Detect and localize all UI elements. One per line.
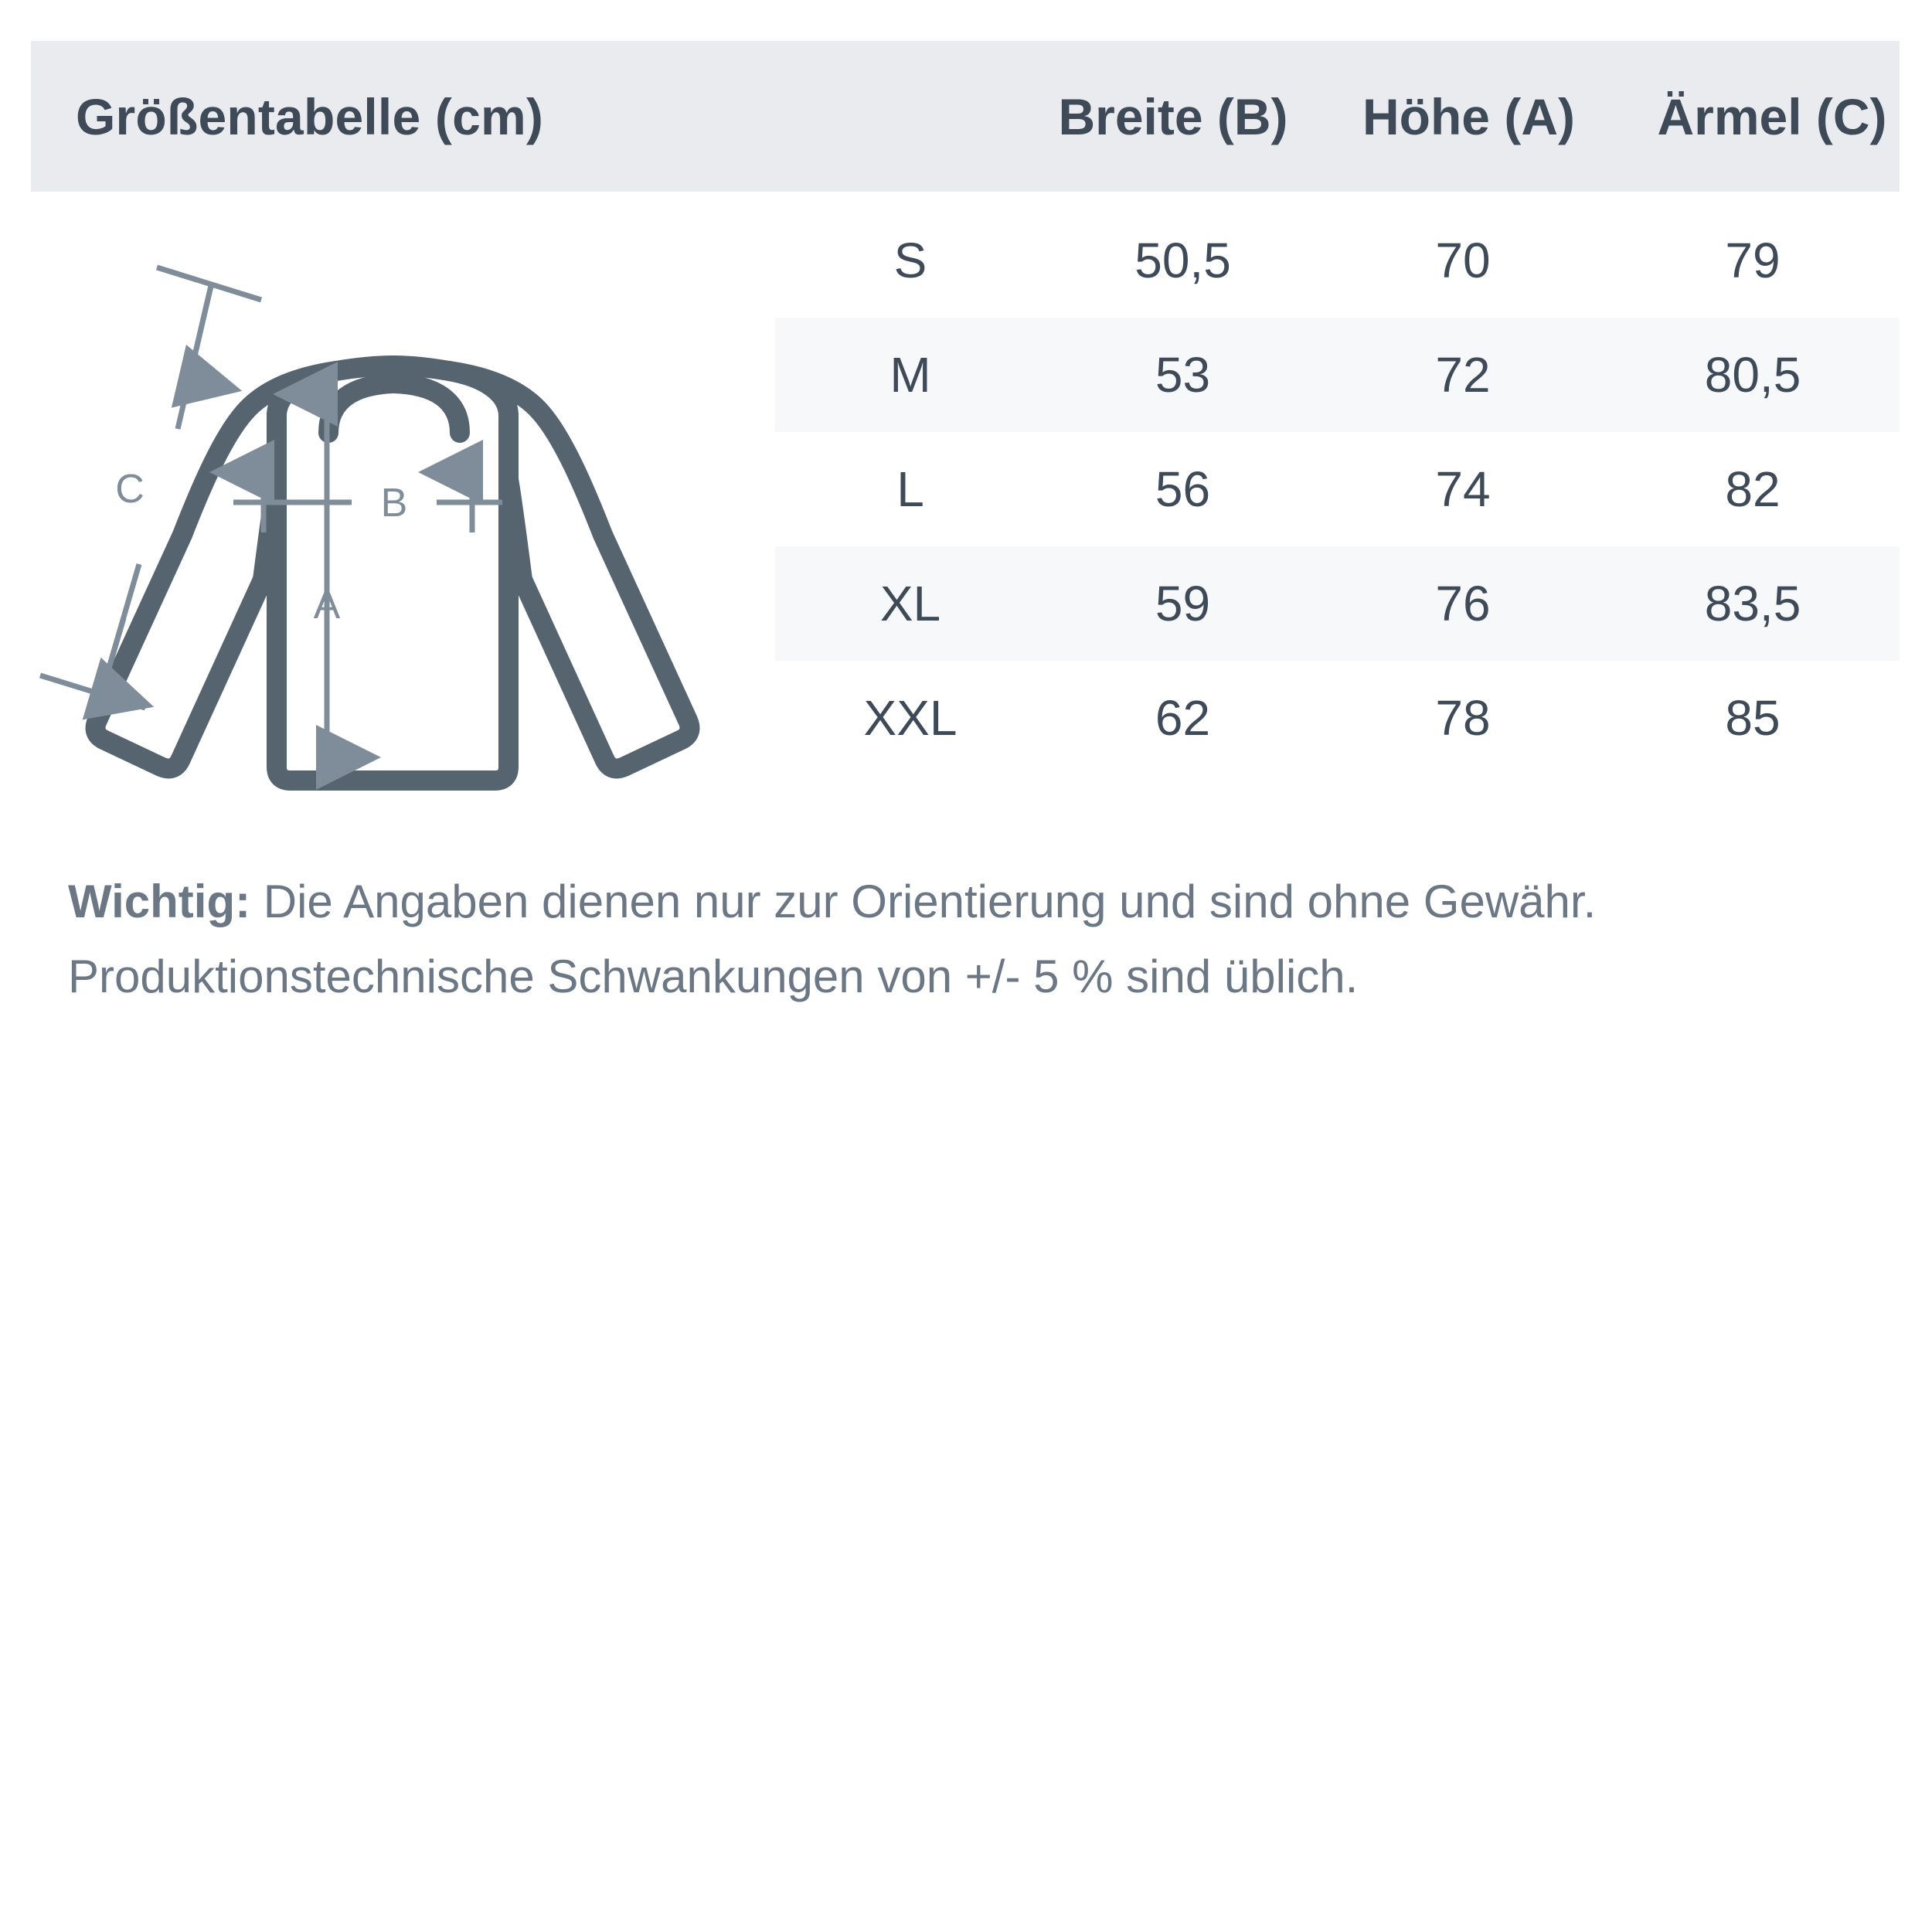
cell-aermel: 85 [1725,690,1781,746]
cell-hoehe: 74 [1435,461,1491,517]
dimension-arrow-c [39,264,263,720]
dimension-label-a-text: A [314,583,341,628]
cell-hoehe: 76 [1435,576,1491,631]
table-row: XXL 62 78 85 [775,661,1900,775]
cell-size: L [896,461,924,517]
cell-size: S [893,233,927,288]
cell-size: XXL [863,690,957,746]
cell-breite: 56 [1155,461,1211,517]
dimension-label-b-text: B [381,481,408,526]
disclaimer-text-1: Die Angaben dienen nur zur Orientierung … [250,876,1597,927]
cell-hoehe: 70 [1435,233,1491,288]
shirt-outline-icon [85,355,700,791]
cell-hoehe: 72 [1435,347,1491,403]
size-table: S 50,5 70 79 M 53 72 80,5 L 56 74 82 XL … [775,203,1900,775]
disclaimer-line-1: Wichtig: Die Angaben dienen nur zur Orie… [68,864,1869,939]
column-header-hoehe: Höhe (A) [1362,87,1575,145]
cell-breite: 62 [1155,690,1211,746]
cell-breite: 53 [1155,347,1211,403]
cell-aermel: 82 [1725,461,1781,517]
disclaimer-lead: Wichtig: [68,876,251,927]
table-row: XL 59 76 83,5 [775,546,1900,661]
page-title: Größentabelle (cm) [76,87,544,145]
cell-aermel: 80,5 [1704,347,1801,403]
cell-hoehe: 78 [1435,690,1491,746]
column-headers: Breite (B) Höhe (A) Ärmel (C) [1022,87,1930,146]
cell-aermel: 79 [1725,233,1781,288]
table-header-bar: Größentabelle (cm) Breite (B) Höhe (A) Ä… [31,41,1900,192]
column-header-aermel: Ärmel (C) [1657,87,1887,145]
column-header-breite: Breite (B) [1058,87,1288,145]
dimension-label-c-text: C [115,467,145,512]
cell-size: XL [879,576,941,631]
dimension-arrow-b [209,440,502,532]
cell-aermel: 83,5 [1704,576,1801,631]
disclaimer-line-2: Produktionstechnische Schwankungen von +… [68,951,1359,1002]
cell-breite: 50,5 [1134,233,1231,288]
disclaimer-note: Wichtig: Die Angaben dienen nur zur Orie… [68,864,1869,1014]
shirt-diagram-svg: A B C [39,264,700,791]
cell-size: M [889,347,931,403]
table-row: S 50,5 70 79 [775,203,1900,318]
table-row: M 53 72 80,5 [775,318,1900,432]
garment-diagram: A B C [31,247,773,819]
cell-breite: 59 [1155,576,1211,631]
table-row: L 56 74 82 [775,432,1900,546]
